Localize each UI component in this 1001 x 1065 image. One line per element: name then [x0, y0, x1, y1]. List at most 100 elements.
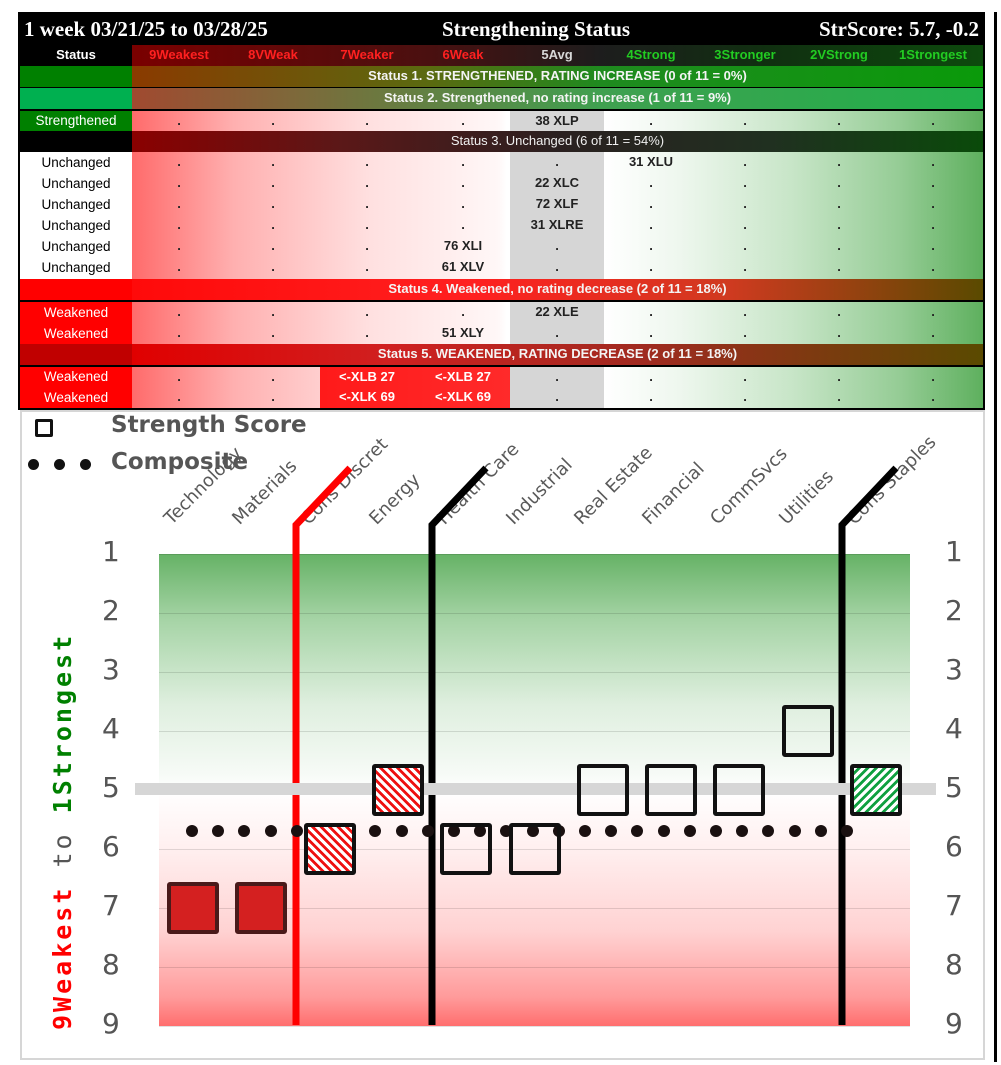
empty-cell: . — [931, 389, 935, 404]
column-header: 7Weaker — [340, 47, 394, 62]
strength-score-marker — [645, 764, 698, 816]
ticker-cell: 76 XLI — [443, 238, 483, 253]
gridline — [159, 672, 910, 673]
y-tick-right: 5 — [945, 771, 963, 804]
status-band-3: Status 3. Unchanged (6 of 11 = 54%) — [20, 131, 983, 152]
strength-score-marker — [576, 764, 629, 816]
empty-cell: . — [271, 325, 275, 340]
gridline — [159, 908, 910, 909]
composite-dot — [762, 825, 775, 838]
empty-cell: . — [837, 196, 841, 211]
composite-dot — [474, 825, 487, 838]
status-column-header: Status — [56, 47, 96, 62]
empty-cell: . — [743, 259, 747, 274]
empty-cell: . — [177, 304, 181, 319]
period-title: 1 week 03/21/25 to 03/28/25 — [24, 17, 268, 41]
empty-cell: . — [649, 369, 653, 384]
y-tick-left: 3 — [102, 653, 120, 686]
empty-cell: . — [271, 238, 275, 253]
strength-score-marker — [849, 764, 902, 816]
empty-cell: . — [931, 175, 935, 190]
strength-score-marker — [167, 882, 220, 934]
y-tick-left: 2 — [102, 594, 120, 627]
row-status-weakened: Weakened — [20, 323, 132, 344]
gridline — [159, 554, 910, 555]
empty-cell: . — [743, 113, 747, 128]
empty-cell: . — [177, 325, 181, 340]
empty-cell: . — [365, 238, 369, 253]
gridline — [159, 849, 910, 850]
row-status-weakened: Weakened — [20, 302, 132, 323]
empty-cell: . — [365, 259, 369, 274]
empty-cell: . — [649, 175, 653, 190]
ticker-cell: 61 XLV — [441, 259, 485, 274]
column-header: 6Weak — [442, 47, 484, 62]
column-header: 3Stronger — [714, 47, 776, 62]
empty-cell: . — [743, 154, 747, 169]
empty-cell: . — [743, 369, 747, 384]
legend-dots-icon — [28, 459, 98, 471]
empty-cell: . — [837, 238, 841, 253]
gridline — [159, 613, 910, 614]
group-divider-line — [428, 465, 489, 1025]
empty-cell: . — [271, 113, 275, 128]
y-tick-right: 3 — [945, 653, 963, 686]
empty-cell: . — [461, 175, 465, 190]
empty-cell: . — [555, 259, 559, 274]
empty-cell: . — [931, 217, 935, 232]
empty-cell: . — [365, 196, 369, 211]
row-status-unchanged: Unchanged — [41, 176, 111, 191]
y-tick-left: 7 — [102, 889, 120, 922]
empty-cell: . — [177, 259, 181, 274]
status-band-5: Status 5. WEAKENED, RATING DECREASE (2 o… — [20, 344, 983, 365]
empty-cell: . — [177, 196, 181, 211]
empty-cell: . — [271, 154, 275, 169]
composite-dot — [710, 825, 722, 838]
empty-cell: . — [177, 238, 181, 253]
empty-cell: . — [649, 113, 653, 128]
empty-cell: . — [461, 154, 465, 169]
empty-cell: . — [649, 217, 653, 232]
composite-dot — [395, 825, 408, 838]
empty-cell: . — [177, 217, 181, 232]
composite-dot — [369, 825, 382, 838]
composite-dot — [788, 825, 801, 838]
legend-square-icon — [35, 419, 53, 437]
composite-dot — [186, 825, 198, 838]
group-divider-line — [838, 465, 899, 1025]
empty-cell: . — [837, 113, 841, 128]
ticker-cell: 31 XLU — [628, 154, 674, 169]
column-header: 1Strongest — [899, 47, 967, 62]
empty-cell: . — [931, 259, 935, 274]
status-band-1: Status 1. STRENGTHENED, RATING INCREASE … — [20, 66, 983, 87]
empty-cell: . — [837, 369, 841, 384]
empty-cell: . — [271, 259, 275, 274]
empty-cell: . — [743, 325, 747, 340]
empty-cell: . — [461, 196, 465, 211]
composite-dot — [212, 825, 225, 838]
composite-dot — [526, 825, 539, 838]
composite-dot — [683, 825, 696, 838]
row-status-unchanged: Unchanged — [41, 239, 111, 254]
column-header: 8VWeak — [248, 47, 298, 62]
empty-cell: . — [743, 217, 747, 232]
legend-strength-score: Strength Score — [111, 412, 307, 438]
composite-dot — [631, 825, 644, 838]
empty-cell: . — [649, 196, 653, 211]
row-status-weakened: Weakened — [20, 387, 132, 408]
row-status-unchanged: Unchanged — [41, 260, 111, 275]
composite-dot — [841, 825, 853, 838]
y-tick-right: 4 — [945, 712, 963, 745]
row-status-unchanged: Unchanged — [41, 197, 111, 212]
ticker-cell: <-XLB 27 — [435, 369, 491, 384]
empty-cell: . — [837, 304, 841, 319]
empty-cell: . — [837, 389, 841, 404]
composite-dot — [579, 825, 591, 838]
y-tick-left: 6 — [102, 830, 120, 863]
empty-cell: . — [555, 238, 559, 253]
strength-score-marker — [303, 823, 356, 875]
empty-cell: . — [931, 238, 935, 253]
ticker-cell: <-XLK 69 — [435, 389, 491, 404]
empty-cell: . — [271, 196, 275, 211]
empty-cell: . — [365, 175, 369, 190]
